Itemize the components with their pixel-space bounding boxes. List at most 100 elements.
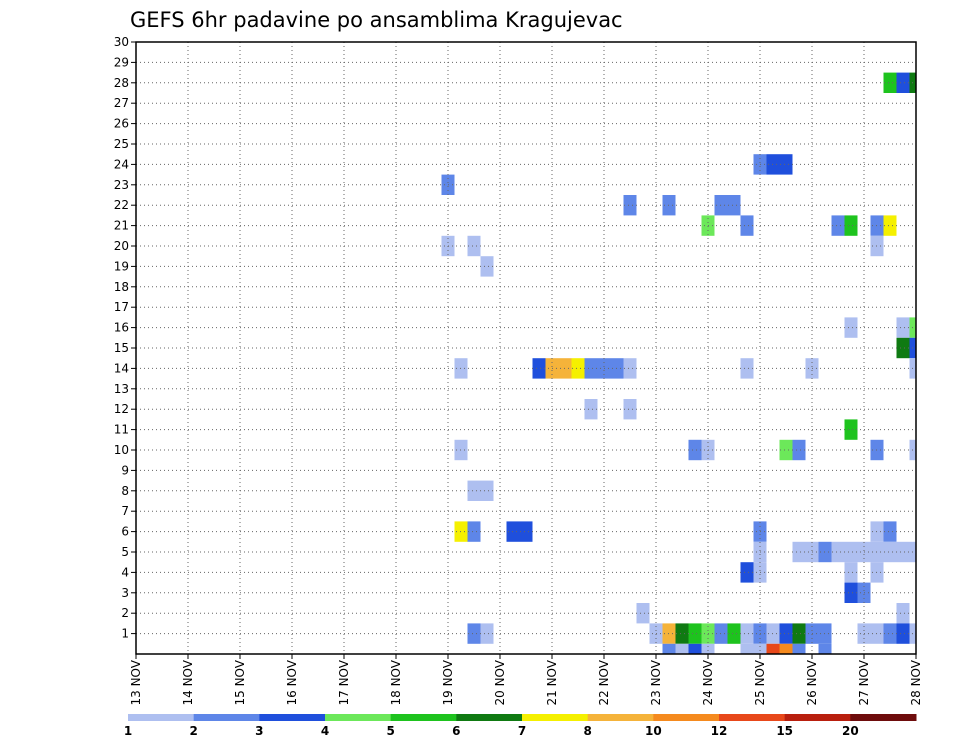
precip-cell — [662, 643, 676, 654]
x-tick-label: 19 NOV — [441, 659, 455, 705]
precip-cell — [688, 439, 702, 461]
y-tick-label: 13 — [114, 382, 129, 396]
y-tick-label: 27 — [114, 96, 129, 110]
colorbar-label: 6 — [452, 724, 460, 738]
colorbar-label: 8 — [583, 724, 591, 738]
colorbar-label: 10 — [645, 724, 662, 738]
precip-cell — [883, 541, 897, 563]
colorbar-label: 5 — [386, 724, 394, 738]
x-tick-label: 22 NOV — [597, 659, 611, 705]
colorbar-swatch — [456, 714, 523, 721]
y-tick-label: 24 — [114, 157, 129, 171]
precip-cell — [831, 541, 845, 563]
x-tick-label: 25 NOV — [753, 659, 767, 705]
x-tick-label: 26 NOV — [805, 659, 819, 705]
precip-cell — [532, 358, 546, 379]
precip-cell — [792, 439, 806, 461]
colorbar: 1 2 3 4 5 6 7 8 10 12 15 20 — [124, 714, 917, 738]
x-tick-label: 15 NOV — [233, 659, 247, 705]
x-tick-label: 21 NOV — [545, 659, 559, 705]
precip-cell — [636, 603, 650, 624]
colorbar-swatch — [259, 714, 326, 721]
colorbar-swatch — [193, 714, 260, 721]
precip-cell — [688, 643, 702, 654]
precip-cell — [883, 215, 897, 236]
precip-cell — [740, 623, 754, 644]
y-tick-label: 6 — [121, 525, 129, 539]
precip-cell — [792, 623, 806, 644]
y-tick-label: 28 — [114, 76, 129, 90]
precip-cell — [779, 623, 793, 644]
y-tick-label: 5 — [121, 545, 129, 559]
y-tick-label: 4 — [121, 565, 129, 579]
precip-cell — [701, 643, 715, 654]
colorbar-label: 2 — [189, 724, 197, 738]
precip-cell — [844, 541, 858, 563]
precip-cell — [675, 643, 689, 654]
y-tick-label: 18 — [114, 280, 129, 294]
y-tick-label: 29 — [114, 55, 129, 69]
colorbar-label: 1 — [124, 724, 132, 738]
y-tick-label: 20 — [114, 239, 129, 253]
precip-cell — [675, 623, 689, 644]
precip-cell — [480, 623, 494, 644]
y-tick-label: 10 — [114, 443, 129, 457]
x-tick-label: 13 NOV — [129, 659, 143, 705]
precip-cell — [740, 643, 754, 654]
precip-cell — [467, 480, 481, 501]
precip-cell — [688, 623, 702, 644]
x-tick-label: 23 NOV — [649, 659, 663, 705]
y-tick-label: 26 — [114, 117, 129, 131]
y-tick-label: 2 — [121, 606, 129, 620]
y-tick-label: 11 — [114, 423, 129, 437]
precip-cell — [519, 521, 533, 542]
colorbar-swatch — [522, 714, 589, 721]
colorbar-label: 7 — [518, 724, 526, 738]
chart-title: GEFS 6hr padavine po ansamblima Kragujev… — [130, 8, 623, 32]
y-tick-label: 30 — [114, 35, 129, 49]
precip-cell — [740, 358, 754, 379]
y-tick-label: 23 — [114, 178, 129, 192]
precip-cell — [779, 154, 793, 175]
precip-cell — [727, 623, 741, 644]
x-tick-label: 27 NOV — [857, 659, 871, 705]
precip-cell — [766, 643, 780, 654]
x-tick-label: 18 NOV — [389, 659, 403, 705]
precip-cell — [779, 439, 793, 461]
precip-cell — [844, 562, 858, 583]
precip-cell — [584, 399, 598, 420]
precip-cell — [727, 195, 741, 216]
precip-cell — [779, 643, 793, 654]
x-tick-label: 17 NOV — [337, 659, 351, 705]
y-tick-label: 19 — [114, 259, 129, 273]
precip-cell — [896, 623, 910, 644]
y-tick-label: 3 — [121, 586, 129, 600]
y-tick-label: 1 — [121, 627, 129, 641]
colorbar-label: 4 — [321, 724, 329, 738]
x-tick-label: 24 NOV — [701, 659, 715, 705]
precip-cell — [844, 419, 858, 440]
precip-cell — [844, 582, 858, 603]
cells-layer — [441, 72, 916, 654]
colorbar-label: 20 — [842, 724, 859, 738]
y-tick-label: 22 — [114, 198, 129, 212]
precip-cell — [896, 337, 910, 359]
precip-cell — [844, 215, 858, 236]
y-tick-label: 12 — [114, 402, 129, 416]
y-tick-label: 15 — [114, 341, 129, 355]
x-tick-label: 28 NOV — [909, 659, 923, 705]
y-tick-label: 8 — [121, 484, 129, 498]
precip-cell — [896, 72, 910, 93]
precip-cell — [623, 195, 637, 216]
colorbar-swatch — [784, 714, 851, 721]
y-tick-label: 9 — [121, 463, 129, 477]
precip-cell — [883, 521, 897, 542]
precip-cell — [740, 215, 754, 236]
y-tick-label: 21 — [114, 219, 129, 233]
colorbar-swatch — [128, 714, 195, 721]
precip-cell — [584, 358, 598, 379]
precip-cell — [883, 72, 897, 93]
colorbar-swatch — [850, 714, 917, 721]
colorbar-swatch — [390, 714, 457, 721]
